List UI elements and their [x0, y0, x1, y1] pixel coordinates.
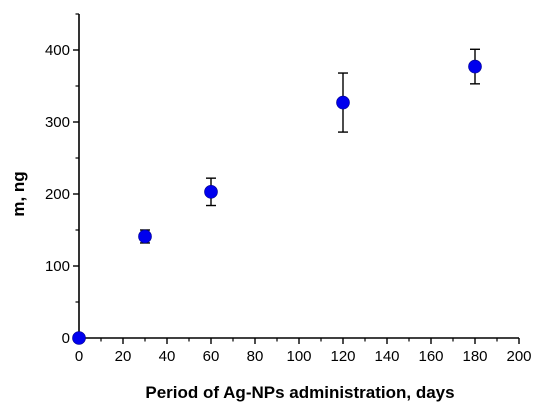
- x-tick-label-120: 120: [330, 348, 355, 365]
- x-tick-label-20: 20: [115, 348, 132, 365]
- x-tick-label-60: 60: [203, 348, 220, 365]
- data-point: [72, 331, 86, 345]
- x-axis-ticks: 0 20 40 60 80 100 120 140 160 180 200: [75, 338, 532, 365]
- x-tick-label-40: 40: [159, 348, 176, 365]
- x-tick-label-180: 180: [462, 348, 487, 365]
- y-tick-label-100: 100: [45, 258, 70, 275]
- y-tick-label-400: 400: [45, 42, 70, 59]
- data-point: [204, 185, 218, 199]
- x-axis-title: Period of Ag-NPs administration, days: [145, 383, 454, 402]
- x-tick-label-160: 160: [418, 348, 443, 365]
- y-tick-label-200: 200: [45, 186, 70, 203]
- data-point: [336, 95, 350, 110]
- y-tick-label-0: 0: [62, 330, 70, 347]
- x-tick-label-0: 0: [75, 348, 83, 365]
- data-series: [72, 48, 482, 345]
- y-tick-label-300: 300: [45, 114, 70, 131]
- x-tick-label-200: 200: [506, 348, 531, 365]
- y-axis-title: m, ng: [9, 171, 28, 216]
- x-tick-label-100: 100: [286, 348, 311, 365]
- y-axis-ticks: 0 100 200 300 400: [45, 13, 79, 347]
- data-point: [468, 59, 482, 74]
- x-tick-label-80: 80: [247, 348, 264, 365]
- axes: [78, 14, 519, 339]
- x-tick-label-140: 140: [374, 348, 399, 365]
- data-point: [138, 229, 152, 244]
